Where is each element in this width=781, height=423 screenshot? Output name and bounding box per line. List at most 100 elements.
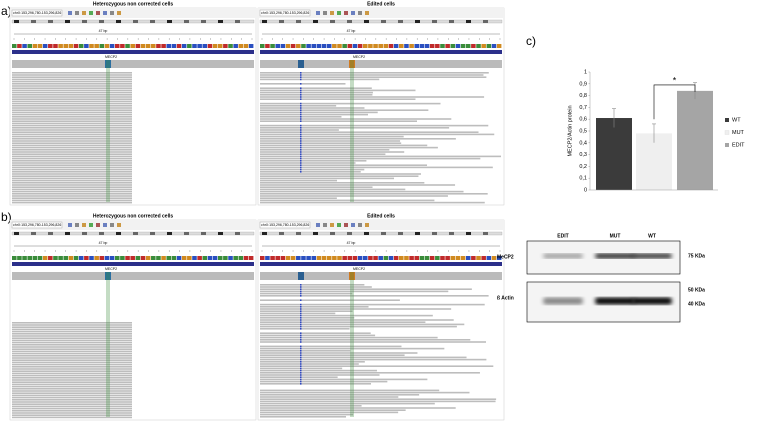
row-label: MeCP2 [497, 254, 514, 260]
read [12, 171, 132, 173]
read [260, 127, 450, 129]
base [197, 256, 202, 260]
read [260, 372, 480, 374]
band [432, 20, 437, 23]
base [424, 44, 430, 48]
mismatch [300, 138, 302, 140]
base [321, 44, 327, 48]
band [82, 232, 87, 235]
base [17, 44, 22, 48]
band [262, 232, 267, 235]
base [388, 44, 394, 48]
read [12, 122, 132, 125]
base [145, 256, 151, 260]
mismatch [300, 299, 302, 301]
read [12, 118, 132, 120]
base [12, 256, 17, 260]
read [260, 111, 378, 114]
base [140, 44, 146, 48]
base [424, 256, 430, 260]
read [12, 359, 132, 361]
band [330, 20, 335, 23]
base [171, 256, 177, 260]
read [12, 113, 132, 116]
read [260, 308, 452, 310]
read [260, 407, 456, 409]
read [12, 87, 132, 89]
base [53, 256, 58, 260]
base [260, 44, 265, 48]
band [364, 232, 369, 235]
mismatch [300, 116, 302, 118]
legend-swatch [725, 143, 729, 147]
read [260, 155, 502, 158]
mismatch [300, 111, 302, 114]
mismatch [300, 339, 302, 341]
bar [677, 90, 713, 190]
read [12, 131, 132, 133]
read [260, 363, 359, 365]
span: 47 bp [347, 241, 356, 245]
band [432, 232, 437, 235]
significance: * [673, 75, 677, 85]
toolbar-icon [68, 223, 72, 227]
base [130, 256, 135, 260]
toolbar-icon [82, 223, 86, 227]
base [332, 256, 337, 260]
read [12, 175, 132, 177]
toolbar-icon [344, 223, 348, 227]
mismatch [300, 336, 302, 339]
mismatch [300, 295, 302, 297]
base [296, 256, 301, 260]
read [260, 394, 420, 396]
mismatch [300, 290, 302, 293]
read [12, 83, 132, 85]
base [373, 256, 378, 260]
read [12, 109, 132, 111]
toolbar-icon [337, 11, 341, 15]
read [12, 177, 132, 180]
mismatch [300, 292, 302, 295]
locus: chrX:153,296,780-153,296,826 [261, 11, 309, 15]
mismatch [300, 72, 302, 74]
read [12, 366, 132, 368]
y-axis-label: MECP2/Actin protein [567, 105, 573, 156]
legend-swatch [725, 118, 729, 122]
blot-band [632, 297, 672, 305]
toolbar-icon [96, 223, 100, 227]
mismatch [300, 332, 302, 334]
read [260, 334, 376, 337]
y-tick-label: 0,5 [579, 128, 587, 134]
base [135, 256, 141, 260]
base [368, 44, 373, 48]
base [316, 256, 322, 260]
read [12, 78, 132, 81]
igv-title: Edited cells [367, 213, 395, 219]
gene-label: MECP2 [353, 267, 365, 271]
band [296, 20, 301, 23]
toolbar-icon [89, 11, 93, 15]
read [12, 140, 132, 142]
coverage-alt [298, 272, 304, 280]
mismatch [300, 317, 302, 319]
mismatch [300, 164, 302, 166]
base [243, 44, 249, 48]
read [12, 74, 132, 76]
read [260, 380, 388, 383]
read [12, 392, 132, 394]
band [235, 232, 240, 235]
read [12, 355, 132, 357]
base [311, 44, 317, 48]
read [12, 199, 132, 202]
base [383, 256, 389, 260]
locus: chrX:153,296,780-153,296,826 [261, 223, 309, 227]
toolbar-icon [365, 223, 369, 227]
band [65, 20, 70, 23]
mismatch [300, 288, 302, 290]
toolbar-icon [82, 11, 86, 15]
mismatch [300, 367, 302, 370]
toolbar-icon [68, 11, 72, 15]
read [12, 138, 132, 140]
toolbar-icon [323, 11, 327, 15]
igv-title: Heterozygous non corrected cells [93, 1, 174, 7]
